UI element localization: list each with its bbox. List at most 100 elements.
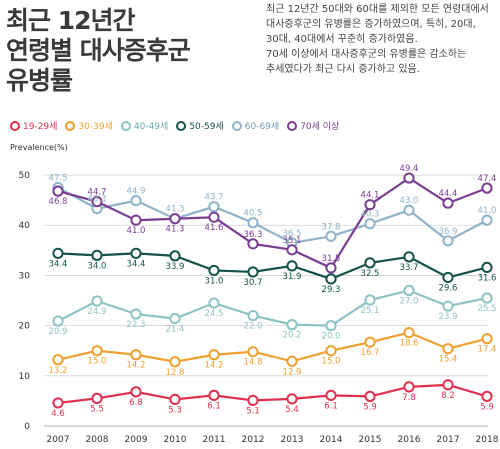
- data-point: [286, 244, 298, 256]
- data-point: [325, 273, 337, 285]
- legend-label: 70세 이상: [300, 122, 340, 132]
- legend-item-30-39: 30-39세: [65, 119, 113, 132]
- series-line: [57, 331, 488, 363]
- data-point: [52, 354, 64, 366]
- data-point: [325, 320, 337, 332]
- data-label: 4.6: [51, 409, 65, 419]
- series-line: [57, 289, 488, 327]
- data-label: 20.0: [322, 332, 341, 342]
- data-label: 27.0: [400, 296, 419, 306]
- data-point: [403, 251, 415, 263]
- data-label: 13.2: [49, 366, 68, 376]
- data-label: 37.8: [322, 222, 341, 232]
- data-label: 40.5: [244, 209, 263, 219]
- description-line: 추세였다가 최근 다시 증가하고 있음.: [266, 64, 420, 75]
- data-label: 5.9: [363, 402, 377, 412]
- data-point: [364, 218, 376, 230]
- data-label: 15.0: [88, 357, 107, 367]
- data-label: 31.0: [205, 276, 224, 286]
- y-axis-label: Prevalence(%): [10, 143, 68, 152]
- data-point: [247, 238, 259, 250]
- data-point: [442, 300, 454, 312]
- data-point: [442, 343, 454, 355]
- data-label: 5.1: [246, 406, 260, 416]
- data-label: 31.5: [322, 254, 341, 264]
- data-label: 24.9: [88, 307, 107, 317]
- data-point: [325, 262, 337, 274]
- data-point: [364, 390, 376, 402]
- x-tick-label: 2015: [359, 435, 382, 445]
- data-label: 25.5: [478, 304, 497, 314]
- data-point: [91, 295, 103, 307]
- data-label: 12.8: [166, 368, 185, 378]
- series-line: [57, 252, 488, 281]
- data-label: 17.4: [478, 345, 497, 355]
- y-tick-label: 50: [19, 171, 31, 181]
- description-line: 대사증후군의 유병률은 증가하였으며, 특히, 20대,: [266, 19, 476, 30]
- x-tick-label: 2018: [476, 435, 499, 445]
- data-point: [442, 235, 454, 247]
- data-point: [364, 294, 376, 306]
- data-point: [52, 397, 64, 409]
- data-label: 15.4: [439, 355, 458, 365]
- data-point: [286, 260, 298, 272]
- page-title: 최근 12년간 연령별 대사증후군 유병률: [6, 6, 191, 96]
- data-label: 41.0: [478, 206, 497, 216]
- title-line-3: 유병률: [6, 66, 73, 95]
- legend-item-19-29: 19-29세: [10, 119, 57, 132]
- data-point: [403, 381, 415, 393]
- y-tick-label: 10: [19, 372, 31, 382]
- data-point: [130, 214, 142, 226]
- data-label: 6.1: [207, 401, 221, 411]
- data-label: 46.8: [49, 197, 68, 207]
- data-point: [481, 214, 493, 226]
- data-label: 44.1: [361, 191, 380, 201]
- data-point: [403, 204, 415, 216]
- data-point: [247, 394, 259, 407]
- data-point: [403, 327, 415, 339]
- chart-legend: 19-29세 30-39세 40-49세 50-59세 60-69세 70세 이…: [10, 119, 345, 132]
- data-point: [208, 211, 220, 223]
- data-label: 20.2: [283, 331, 302, 341]
- data-point: [481, 333, 493, 345]
- data-label: 25.1: [361, 306, 380, 316]
- data-label: 47.4: [478, 174, 497, 184]
- data-label: 49.4: [400, 164, 419, 174]
- data-point: [169, 312, 181, 325]
- data-point: [442, 197, 454, 209]
- data-point: [364, 336, 376, 348]
- legend-label: 30-39세: [78, 122, 113, 132]
- series-line: [57, 176, 488, 270]
- title-line-2: 연령별 대사증후군: [6, 36, 191, 65]
- data-point: [130, 308, 142, 320]
- legend-marker: [10, 120, 20, 131]
- data-point: [169, 250, 181, 262]
- data-label: 5.3: [168, 405, 182, 415]
- data-label: 33.9: [166, 262, 185, 272]
- data-label: 22.0: [244, 322, 263, 332]
- data-label: 5.9: [480, 402, 494, 412]
- legend-label: 50-59세: [189, 122, 224, 132]
- data-point: [403, 172, 415, 184]
- data-point: [325, 230, 337, 242]
- x-tick-label: 2010: [164, 435, 187, 445]
- x-tick-label: 2009: [125, 435, 148, 445]
- data-label: 43.3: [88, 195, 107, 205]
- data-point: [442, 271, 454, 284]
- data-point: [247, 266, 259, 278]
- data-point: [286, 393, 298, 405]
- data-point: [208, 297, 220, 309]
- legend-label: 60-69세: [244, 122, 280, 132]
- x-tick-label: 2011: [203, 435, 226, 445]
- legend-label: 19-29세: [23, 122, 58, 132]
- data-point: [481, 182, 493, 194]
- legend-marker: [65, 120, 76, 131]
- data-label: 20.9: [49, 327, 68, 337]
- data-label: 23.9: [439, 312, 458, 322]
- data-point: [208, 264, 220, 277]
- data-point: [169, 213, 181, 225]
- data-label: 6.8: [129, 398, 143, 408]
- description-line: 70세 이상에서 대사증후군의 유병률은 감소하는: [266, 49, 467, 60]
- data-point: [325, 389, 337, 401]
- x-tick-label: 2017: [437, 435, 460, 445]
